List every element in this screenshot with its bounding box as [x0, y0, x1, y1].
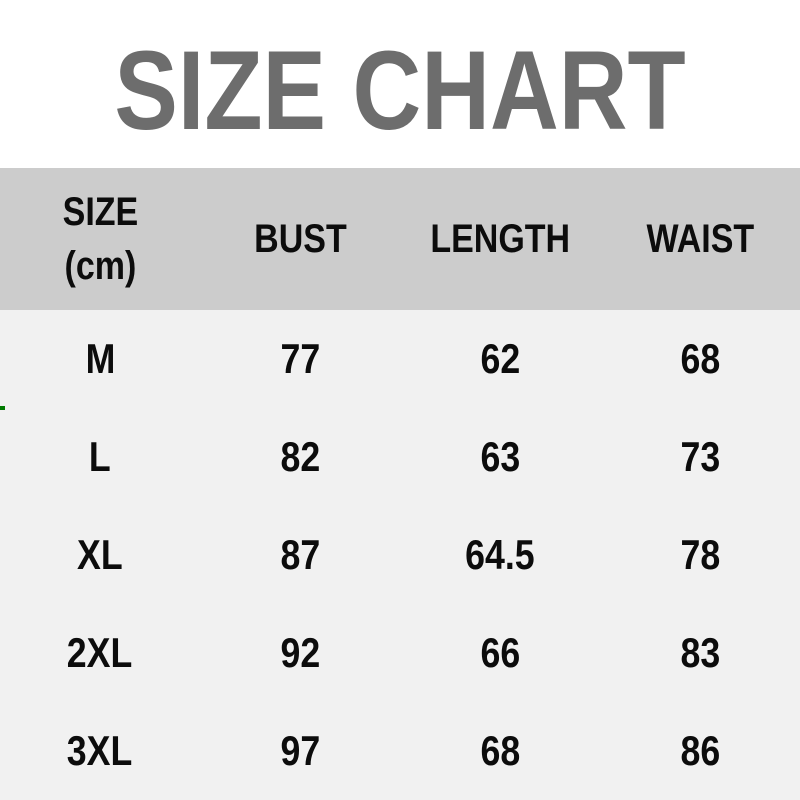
table-row-l: L 82 63 73: [0, 408, 800, 506]
bust-value: 92: [280, 629, 320, 676]
cell-size: 2XL: [0, 632, 200, 674]
title-area: SIZE CHART: [0, 0, 800, 168]
cell-bust: 87: [200, 534, 400, 576]
cell-size: M: [0, 338, 200, 380]
cell-waist: 78: [600, 534, 800, 576]
waist-value: 73: [680, 433, 720, 480]
header-bust-label: BUST: [253, 217, 347, 261]
cell-length: 66: [400, 632, 600, 674]
length-value: 62: [480, 335, 520, 382]
cell-bust: 77: [200, 338, 400, 380]
table-row-m: M 77 62 68: [0, 310, 800, 408]
length-value: 64.5: [465, 531, 535, 578]
size-value: 3XL: [67, 727, 133, 774]
table-header-row: SIZE (cm) BUST LENGTH WAIST: [0, 168, 800, 310]
header-size-line2: (cm): [64, 244, 136, 288]
header-cell-size: SIZE (cm): [0, 185, 200, 293]
size-value: L: [89, 433, 111, 480]
cell-length: 63: [400, 436, 600, 478]
bust-value: 87: [280, 531, 320, 578]
cell-bust: 97: [200, 730, 400, 772]
cell-length: 68: [400, 730, 600, 772]
cell-waist: 73: [600, 436, 800, 478]
waist-value: 68: [680, 335, 720, 382]
cell-waist: 86: [600, 730, 800, 772]
table-row-xl: XL 87 64.5 78: [0, 506, 800, 604]
header-length-label: LENGTH: [430, 217, 570, 261]
waist-value: 86: [680, 727, 720, 774]
cell-size: 3XL: [0, 730, 200, 772]
length-value: 68: [480, 727, 520, 774]
header-cell-length: LENGTH: [400, 212, 600, 266]
cell-size: L: [0, 436, 200, 478]
cell-length: 64.5: [400, 534, 600, 576]
page-title: SIZE CHART: [114, 28, 686, 153]
cell-length: 62: [400, 338, 600, 380]
length-value: 66: [480, 629, 520, 676]
size-value: 2XL: [67, 629, 133, 676]
cell-bust: 92: [200, 632, 400, 674]
bust-value: 82: [280, 433, 320, 480]
size-value: XL: [77, 531, 123, 578]
header-cell-bust: BUST: [200, 212, 400, 266]
cell-waist: 83: [600, 632, 800, 674]
header-size-line1: SIZE: [62, 190, 138, 234]
header-waist-label: WAIST: [646, 217, 754, 261]
waist-value: 78: [680, 531, 720, 578]
header-cell-waist: WAIST: [600, 212, 800, 266]
table-body: M 77 62 68 L 82 63 73 XL 87 64.5 78 2XL …: [0, 310, 800, 800]
table-row-3xl: 3XL 97 68 86: [0, 702, 800, 800]
size-value: M: [85, 335, 115, 382]
green-pixel-artifact: [0, 406, 5, 410]
length-value: 63: [480, 433, 520, 480]
table-row-2xl: 2XL 92 66 83: [0, 604, 800, 702]
cell-size: XL: [0, 534, 200, 576]
bust-value: 97: [280, 727, 320, 774]
bust-value: 77: [280, 335, 320, 382]
cell-bust: 82: [200, 436, 400, 478]
cell-waist: 68: [600, 338, 800, 380]
waist-value: 83: [680, 629, 720, 676]
